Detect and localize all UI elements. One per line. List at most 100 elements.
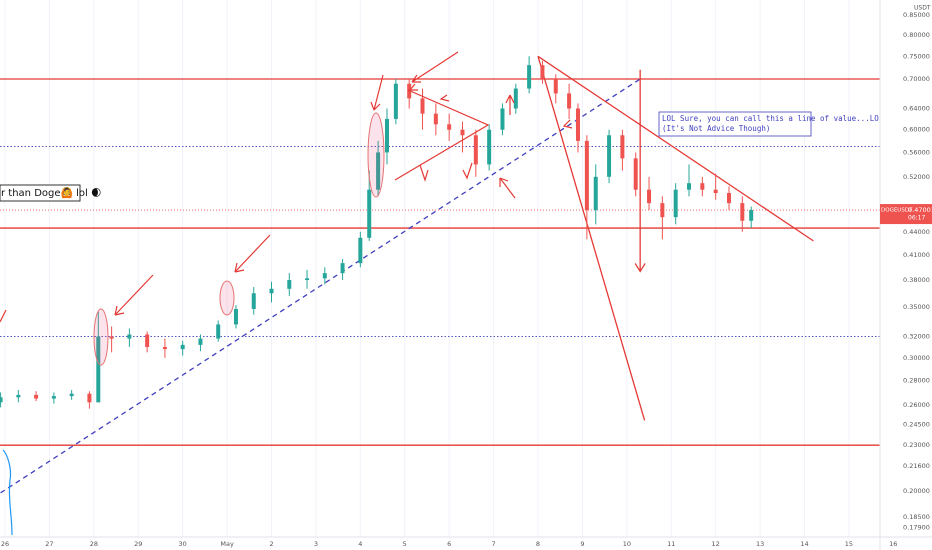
arrow: [114, 274, 154, 316]
x-tick-label: 6: [447, 540, 451, 548]
candle-body: [460, 129, 465, 136]
arrow: [0, 309, 7, 323]
candle-body: [198, 338, 203, 345]
candle-body: [367, 189, 372, 238]
candle-body: [593, 176, 598, 211]
time-axis: [0, 537, 932, 550]
y-tick-label: 0.38000: [903, 276, 930, 284]
candle-body: [251, 293, 256, 309]
candle-body: [473, 135, 478, 165]
candle-body: [269, 288, 274, 294]
ellipse: [93, 308, 109, 366]
note-text: r than Doge🙆 lol 🌒: [1, 186, 101, 199]
y-tick-label: 0.56000: [903, 148, 930, 156]
arrow: [499, 177, 516, 199]
arrow: [505, 94, 515, 115]
candle-body: [607, 135, 612, 177]
y-tick-label: 0.26000: [903, 401, 930, 409]
y-tick-label: 0.24500: [903, 420, 930, 428]
drawings: [0, 55, 880, 494]
candle-body: [713, 189, 718, 194]
candle-body: [487, 129, 492, 165]
candle-body: [500, 108, 505, 130]
x-tick-label: 30: [179, 540, 187, 548]
candles: [0, 56, 754, 409]
trendline: [537, 56, 646, 421]
x-tick-label: 13: [756, 540, 764, 548]
arrow: [439, 94, 450, 102]
x-tick-label: 28: [90, 540, 98, 548]
y-tick-label: 0.32000: [903, 333, 930, 341]
candle-body: [647, 189, 652, 204]
candle-body: [358, 237, 363, 264]
y-tick-label: 0.28000: [903, 376, 930, 384]
x-tick-label: 29: [134, 540, 142, 548]
candle-body: [447, 124, 452, 130]
x-tick-label: 5: [403, 540, 407, 548]
x-tick-label: 12: [712, 540, 720, 548]
callout-text: (It's Not Advice Though): [662, 124, 770, 133]
y-tick-label: 0.30000: [903, 354, 930, 362]
arrow: [411, 51, 459, 83]
x-tick-label: 14: [800, 540, 808, 548]
currency-label: USDT: [914, 5, 931, 12]
callout-text: LOL Sure, you can call this a line of va…: [662, 114, 884, 123]
y-tick-label: 0.21600: [903, 462, 930, 470]
candle-body: [340, 263, 345, 274]
oscillator-line: [2, 449, 13, 536]
triangle: [394, 89, 490, 181]
x-tick-label: 4: [358, 540, 362, 548]
countdown: 06:17: [908, 215, 925, 222]
candle-body: [433, 113, 438, 125]
candle-body: [393, 83, 398, 119]
y-tick-label: 0.35000: [903, 303, 930, 311]
y-tick-label: 0.41000: [903, 251, 930, 259]
callout-box: [658, 111, 812, 137]
y-tick-label: 0.20000: [903, 487, 930, 495]
candle-body: [749, 210, 754, 221]
y-tick-label: 0.18500: [903, 513, 930, 521]
price-tag: [880, 204, 932, 225]
symbol-tag: DOGEUSDT: [881, 208, 913, 214]
y-tick-label: 0.64000: [903, 104, 930, 112]
ellipse: [219, 280, 235, 316]
candle-body: [87, 393, 92, 403]
x-tick-label: 3: [314, 540, 318, 548]
arrow: [462, 162, 473, 180]
candle-body: [660, 203, 665, 218]
y-tick-label: 0.80000: [903, 31, 930, 39]
overlays: LOL Sure, you can call this a line of va…: [0, 51, 884, 536]
candle-body: [233, 308, 238, 325]
x-tick-label: 11: [667, 540, 675, 548]
candle-body: [584, 140, 589, 211]
x-tick-label: 9: [580, 540, 584, 548]
candle-body: [575, 108, 580, 141]
candle-body: [700, 183, 705, 190]
price-axis: [880, 0, 932, 550]
last-price: 0.47001: [908, 206, 932, 214]
candle-body: [384, 118, 389, 153]
candle-body: [180, 344, 185, 350]
y-tick-label: 0.52000: [903, 173, 930, 181]
trendline: [0, 78, 641, 494]
axis-labels: 0.85000 0.80000 0.75000 0.70000 0.64000 0.600…: [1, 11, 932, 548]
candle-body: [162, 346, 167, 350]
candle-body: [540, 65, 545, 80]
candle-body: [322, 273, 327, 279]
arrow: [370, 74, 384, 111]
candle-body: [740, 203, 745, 221]
candle-body: [305, 278, 310, 281]
ellipse: [367, 112, 385, 198]
arrow: [408, 83, 418, 91]
candle-body: [553, 79, 558, 94]
y-tick-label: 0.44000: [903, 228, 930, 236]
candle-body: [376, 152, 381, 190]
x-tick-label: 27: [45, 540, 53, 548]
candle-body: [527, 65, 532, 89]
candle-body: [96, 336, 101, 403]
candle-body: [109, 336, 114, 339]
y-tick-label: 0.70000: [903, 75, 930, 83]
y-tick-label: 0.23000: [903, 441, 930, 449]
